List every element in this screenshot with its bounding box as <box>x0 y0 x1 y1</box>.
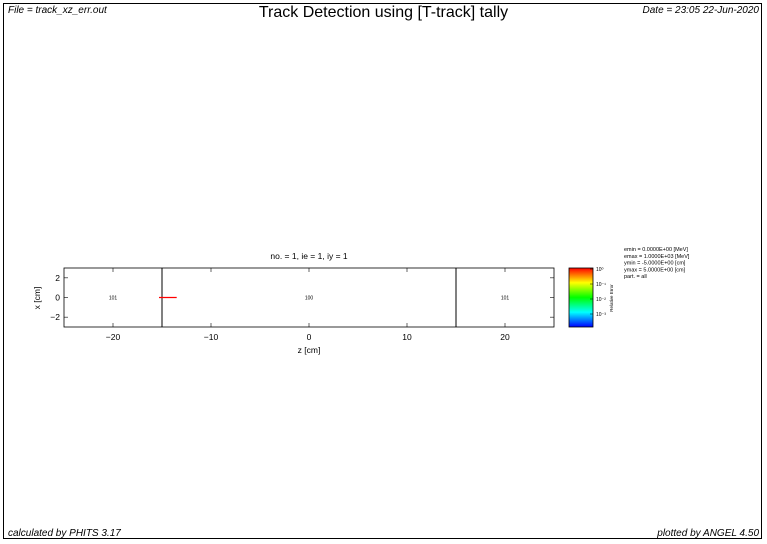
plotted-by: plotted by ANGEL 4.50 <box>657 528 759 539</box>
param-line: emax = 1.0000E+03 [MeV] <box>624 254 690 260</box>
x-tick-label: 0 <box>307 332 312 342</box>
colorbar-tick-label: 10⁻¹ <box>596 282 606 288</box>
page-title: Track Detection using [T-track] tally <box>258 4 509 21</box>
plot-area <box>63 267 555 328</box>
y-tick-label: 2 <box>55 273 60 283</box>
y-axis-label: x [cm] <box>32 287 42 310</box>
page-frame <box>3 3 762 539</box>
region-label: 100 <box>305 296 314 302</box>
x-tick-label: 20 <box>500 332 510 342</box>
param-line: ymax = 5.0000E+00 [cm] <box>624 267 686 273</box>
plot-title: no. = 1, ie = 1, iy = 1 <box>270 251 348 261</box>
colorbar-tick-label: 10⁰ <box>596 267 604 273</box>
y-tick-label: −2 <box>50 312 60 322</box>
x-tick-label: −10 <box>204 332 219 342</box>
colorbar-label: Relative Error <box>609 284 614 312</box>
x-tick-label: 10 <box>402 332 412 342</box>
date-stamp: Date = 23:05 22-Jun-2020 <box>642 5 759 16</box>
region-label: 101 <box>109 296 118 302</box>
colorbar-tick-label: 10⁻² <box>596 297 606 303</box>
y-tick-label: 0 <box>55 293 60 303</box>
colorbar-tick-label: 10⁻³ <box>596 312 606 318</box>
x-tick-label: −20 <box>106 332 121 342</box>
file-name: File = track_xz_err.out <box>8 5 107 16</box>
x-axis-label: z [cm] <box>298 345 321 355</box>
param-line: ymin = -5.0000E+00 [cm] <box>624 261 686 267</box>
region-label: 101 <box>501 296 510 302</box>
param-line: emin = 0.0000E+00 [MeV] <box>624 247 688 253</box>
colorbar <box>568 267 594 328</box>
param-line: part. = all <box>624 274 647 280</box>
calculated-by: calculated by PHITS 3.17 <box>8 528 121 539</box>
